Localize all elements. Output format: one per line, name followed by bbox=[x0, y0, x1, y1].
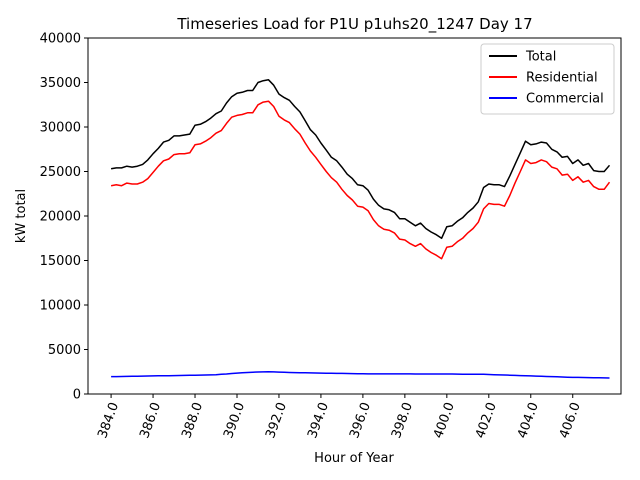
x-tick-label: 394.0 bbox=[305, 400, 332, 440]
x-tick-label: 396.0 bbox=[347, 400, 374, 440]
y-tick-label: 20000 bbox=[40, 210, 81, 225]
x-tick-label: 402.0 bbox=[473, 400, 500, 440]
x-tick-label: 406.0 bbox=[557, 400, 584, 440]
legend-label-total: Total bbox=[525, 50, 556, 65]
series-line-residential bbox=[110, 100, 611, 260]
y-tick-label: 25000 bbox=[40, 165, 81, 180]
x-tick-label: 404.0 bbox=[515, 400, 542, 440]
x-tick-label: 386.0 bbox=[137, 400, 164, 440]
y-tick-label: 0 bbox=[73, 388, 81, 403]
legend-label-residential: Residential bbox=[526, 71, 598, 86]
x-tick-label: 384.0 bbox=[95, 400, 122, 440]
x-tick-label: 392.0 bbox=[263, 400, 290, 440]
series-lines bbox=[110, 79, 611, 379]
x-axis: 384.0 386.0 388.0 390.0 392.0 394.0 396.0 398.0… bbox=[95, 394, 584, 441]
y-tick-label: 10000 bbox=[40, 299, 81, 314]
x-tick-label: 400.0 bbox=[431, 400, 458, 440]
series-line-total bbox=[110, 79, 611, 240]
y-axis-title: kW total bbox=[14, 189, 29, 243]
x-axis-title: Hour of Year bbox=[314, 451, 394, 466]
chart-title: Timeseries Load for P1U p1uhs20_1247 Day… bbox=[176, 15, 532, 34]
x-tick-label: 388.0 bbox=[179, 400, 206, 440]
series-line-commercial bbox=[111, 371, 610, 379]
legend: Total Residential Commercial bbox=[480, 43, 615, 115]
x-tick-label: 398.0 bbox=[389, 400, 416, 440]
y-axis: 0 5000 10000 15000 20000 25000 30000 35000 40000 bbox=[40, 32, 88, 403]
x-tick-label: 390.0 bbox=[221, 400, 248, 440]
y-tick-label: 5000 bbox=[48, 343, 81, 358]
y-tick-label: 35000 bbox=[40, 76, 81, 91]
y-tick-label: 40000 bbox=[40, 32, 81, 47]
y-tick-label: 15000 bbox=[40, 254, 81, 269]
y-tick-label: 30000 bbox=[40, 121, 81, 136]
legend-label-commercial: Commercial bbox=[526, 92, 604, 107]
legend-box bbox=[480, 43, 615, 115]
